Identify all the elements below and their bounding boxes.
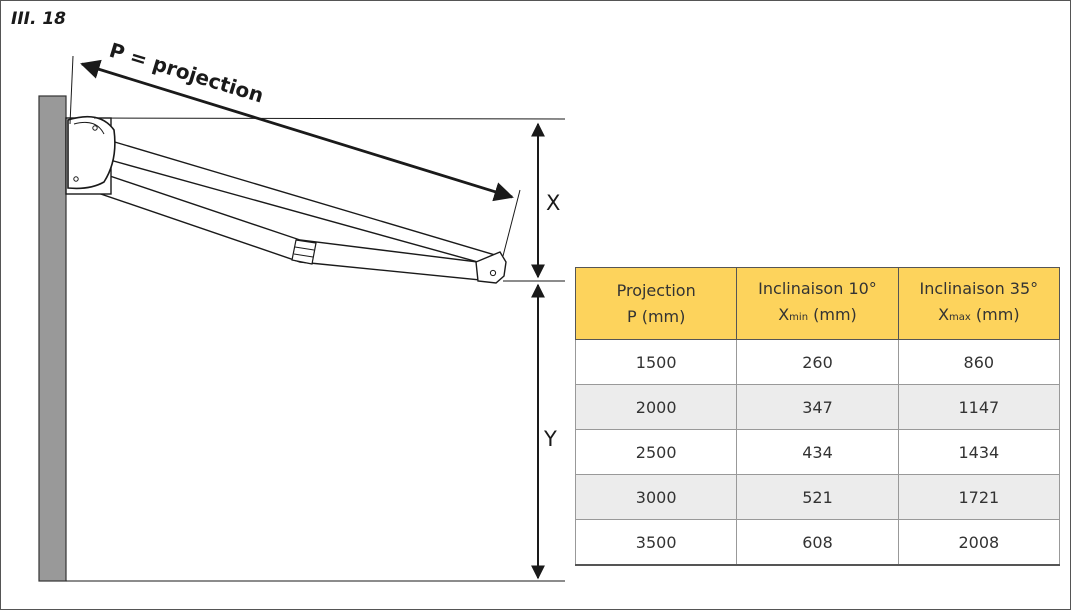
front-bar <box>475 251 507 284</box>
table-cell: 3000 <box>574 474 738 520</box>
table-cell: 2500 <box>574 429 738 475</box>
table-cell: 347 <box>736 384 899 430</box>
arm-elbow <box>291 239 317 265</box>
table-cell: 434 <box>736 429 899 475</box>
header-projection: Projection P (mm) <box>574 267 738 340</box>
table-row: 2000 347 1147 <box>574 384 1061 430</box>
table-cell: 2008 <box>897 519 1061 566</box>
projection-arrow <box>80 59 514 202</box>
table-cell: 3500 <box>574 519 738 566</box>
table-row: 3000 521 1721 <box>574 474 1061 520</box>
support-arm <box>94 171 481 281</box>
table-cell: 860 <box>897 339 1061 385</box>
table-cell: 260 <box>736 339 899 385</box>
table-row: 2500 434 1434 <box>574 429 1061 475</box>
table-row: 1500 260 860 <box>574 339 1061 385</box>
table-cell: 1721 <box>897 474 1061 520</box>
table-header-row: Projection P (mm) Inclinaison 10° Xmin (… <box>574 267 1061 340</box>
y-label: Y <box>543 427 557 451</box>
table-cell: 2000 <box>574 384 738 430</box>
table-cell: 1147 <box>897 384 1061 430</box>
header-inclination-35: Inclinaison 35° Xmax (mm) <box>897 267 1061 340</box>
wall <box>38 95 67 582</box>
header-inclination-10: Inclinaison 10° Xmin (mm) <box>736 267 899 340</box>
x-label: X <box>546 191 560 215</box>
table-cell: 608 <box>736 519 899 566</box>
figure-label: III. 18 <box>11 9 67 29</box>
table-row: 3500 608 2008 <box>574 519 1061 566</box>
table-cell: 1500 <box>574 339 738 385</box>
table-cell: 1434 <box>897 429 1061 475</box>
projection-table: Projection P (mm) Inclinaison 10° Xmin (… <box>574 267 1061 566</box>
table-cell: 521 <box>736 474 899 520</box>
